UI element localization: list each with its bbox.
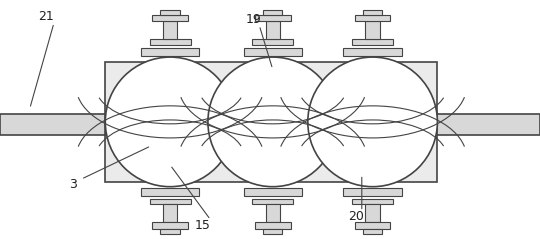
Bar [244, 48, 302, 56]
Bar [150, 39, 191, 45]
Bar [255, 15, 291, 21]
Text: 3: 3 [69, 178, 77, 190]
Text: 20: 20 [348, 210, 364, 223]
Ellipse shape [208, 57, 338, 187]
Bar [263, 10, 282, 15]
Bar [252, 199, 293, 204]
Text: 21: 21 [38, 10, 54, 23]
Bar [266, 204, 280, 223]
Bar [266, 21, 280, 39]
Bar [152, 223, 188, 229]
Bar [160, 229, 180, 234]
Bar [352, 199, 393, 204]
Bar [0, 114, 105, 135]
Bar [355, 223, 390, 229]
Bar [343, 188, 402, 196]
Text: 15: 15 [194, 219, 211, 232]
Bar [252, 39, 293, 45]
Bar [160, 10, 180, 15]
Ellipse shape [105, 57, 235, 187]
Bar [352, 39, 393, 45]
Ellipse shape [308, 57, 437, 187]
Bar [163, 204, 177, 223]
Bar [105, 62, 437, 182]
Bar [152, 15, 188, 21]
Bar [244, 188, 302, 196]
Bar [366, 21, 380, 39]
Text: 19: 19 [246, 13, 262, 26]
Bar [141, 48, 199, 56]
Bar [355, 15, 390, 21]
Bar [150, 199, 191, 204]
Bar [363, 10, 382, 15]
Bar [366, 204, 380, 223]
Bar [163, 21, 177, 39]
Bar [141, 188, 199, 196]
Bar [363, 229, 382, 234]
Bar [255, 223, 291, 229]
Bar [263, 229, 282, 234]
Bar [343, 48, 402, 56]
Bar [437, 114, 540, 135]
